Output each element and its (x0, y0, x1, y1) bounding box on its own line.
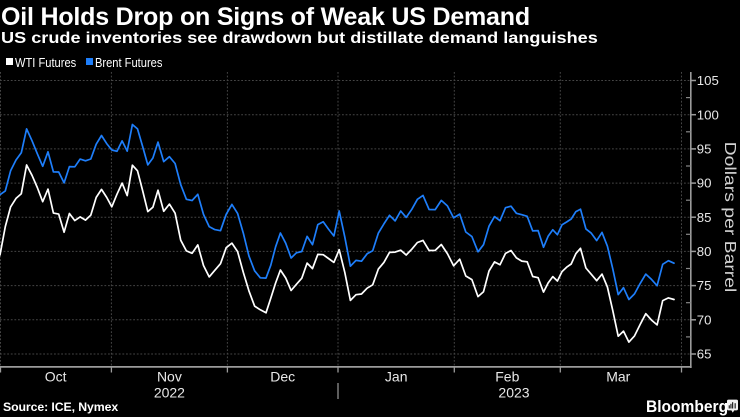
svg-text:80: 80 (697, 244, 712, 259)
svg-text:2022: 2022 (154, 385, 185, 401)
svg-text:75: 75 (697, 278, 712, 293)
svg-text:Dollars per Barrel: Dollars per Barrel (721, 142, 739, 293)
svg-text:85: 85 (697, 210, 712, 225)
svg-text:90: 90 (697, 176, 712, 191)
svg-text:Feb: Feb (495, 369, 519, 385)
svg-text:65: 65 (697, 347, 712, 362)
svg-text:Dec: Dec (270, 369, 295, 385)
svg-text:70: 70 (697, 312, 712, 327)
svg-text:Mar: Mar (606, 369, 630, 385)
svg-text:Jan: Jan (385, 369, 408, 385)
svg-text:2023: 2023 (498, 385, 529, 401)
svg-text:95: 95 (697, 142, 712, 157)
svg-text:Oct: Oct (45, 369, 67, 385)
svg-text:105: 105 (697, 73, 719, 88)
svg-text:Nov: Nov (157, 369, 182, 385)
svg-text:100: 100 (697, 107, 719, 122)
